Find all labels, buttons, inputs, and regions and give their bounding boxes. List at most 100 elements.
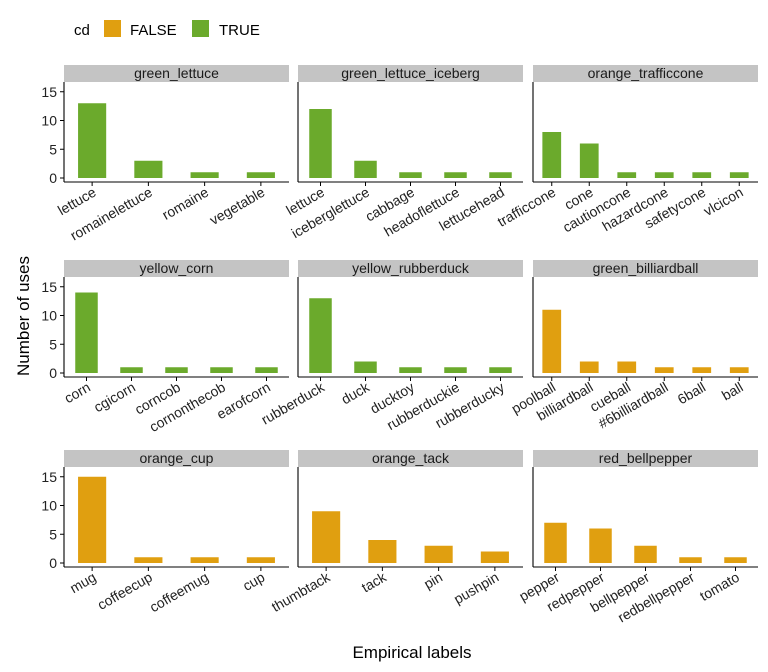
bar (246, 557, 275, 563)
bar (368, 540, 397, 563)
x-tick-label: cgicorn (91, 379, 138, 415)
bar (255, 367, 278, 373)
facet-title: green_lettuce_iceberg (341, 65, 480, 81)
facet-strip (64, 260, 289, 277)
legend-title: cd (74, 22, 90, 39)
facet-title: green_billiardball (593, 260, 699, 276)
x-tick-label: coffeecup (95, 569, 156, 613)
legend-label-false: FALSE (130, 22, 177, 39)
bar (489, 367, 512, 373)
x-tick-label: ball (719, 379, 746, 404)
bar (399, 172, 422, 178)
y-tick-label: 0 (49, 365, 57, 381)
x-tick-label: vlcicon (701, 184, 746, 219)
facet-title: orange_tack (372, 450, 450, 466)
bar (544, 522, 567, 563)
bar (309, 109, 332, 178)
x-tick-label: lettuce (55, 184, 99, 219)
legend: cd FALSE TRUE (74, 20, 260, 39)
bar (190, 172, 219, 178)
bar (679, 557, 702, 563)
bar (654, 172, 674, 178)
bar (579, 143, 599, 178)
facet-panel: orange_tack thumbtack tack pin pushpin (269, 450, 523, 615)
bar (444, 172, 467, 178)
x-tick-label: pushpin (451, 569, 501, 607)
x-axis-title: Empirical labels (352, 643, 471, 662)
bar (424, 545, 453, 563)
bar (75, 292, 98, 373)
y-tick-label: 10 (41, 308, 57, 324)
facet-strip (533, 260, 758, 277)
facet-strip (64, 65, 289, 82)
bar (210, 367, 233, 373)
legend-key-false (104, 20, 121, 37)
facet-title: yellow_rubberduck (352, 260, 470, 276)
facet-title: yellow_corn (140, 260, 214, 276)
bar (190, 557, 219, 563)
facet-strip (64, 450, 289, 467)
y-tick-label: 15 (41, 84, 57, 100)
bar (724, 557, 747, 563)
x-tick-label: tack (359, 568, 390, 595)
y-tick-label: 5 (49, 336, 57, 352)
bar (399, 367, 422, 373)
y-tick-label: 5 (49, 526, 57, 542)
y-axis-title: Number of uses (14, 256, 33, 376)
bar (444, 367, 467, 373)
y-tick-label: 15 (41, 279, 57, 295)
bar (134, 557, 163, 563)
bar (480, 551, 509, 563)
bar (489, 172, 512, 178)
bar (634, 545, 657, 563)
x-tick-label: redbellpepper (615, 569, 697, 626)
bar (579, 361, 599, 373)
x-tick-label: trafficcone (495, 184, 559, 230)
bar (617, 172, 637, 178)
y-tick-label: 0 (49, 555, 57, 571)
bar (542, 132, 562, 178)
bar (354, 160, 377, 178)
bar (589, 528, 612, 563)
facet-title: red_bellpepper (599, 450, 693, 466)
bar (354, 361, 377, 373)
x-tick-label: corn (61, 379, 93, 406)
y-tick-label: 15 (41, 469, 57, 485)
bar (617, 361, 637, 373)
facet-strip (298, 65, 523, 82)
bar (246, 172, 275, 178)
facet-strip (298, 260, 523, 277)
x-tick-label: thumbtack (269, 568, 334, 615)
x-tick-label: coffeemug (147, 569, 211, 615)
y-tick-label: 5 (49, 141, 57, 157)
x-tick-label: vegetable (207, 184, 268, 228)
bar (729, 172, 749, 178)
x-tick-label: tomato (697, 569, 742, 604)
bar (309, 298, 332, 373)
bar (692, 367, 712, 373)
legend-label-true: TRUE (219, 22, 260, 39)
bar (692, 172, 712, 178)
facet-strip (298, 450, 523, 467)
bar (654, 367, 674, 373)
bar (312, 511, 341, 563)
bar (165, 367, 188, 373)
facet-strip (533, 65, 758, 82)
bar (120, 367, 143, 373)
facet-title: orange_trafficcone (588, 65, 704, 81)
facet-panel: green_lettuce051015lettuceromainelettuce… (41, 65, 289, 244)
bar (134, 160, 163, 178)
facet-title: orange_cup (140, 450, 214, 466)
facet-title: green_lettuce (134, 65, 219, 81)
facet-panel: green_billiardballpoolballbilliardballcu… (508, 260, 758, 432)
facet-strip (533, 450, 758, 467)
x-tick-label: mug (67, 569, 99, 596)
legend-key-true (192, 20, 209, 37)
facet-panel: green_lettuce_iceberglettuceiceberglettu… (283, 65, 523, 241)
y-tick-label: 10 (41, 113, 57, 129)
facet-panel: yellow_corn051015corncgicorncorncobcorno… (41, 260, 289, 435)
